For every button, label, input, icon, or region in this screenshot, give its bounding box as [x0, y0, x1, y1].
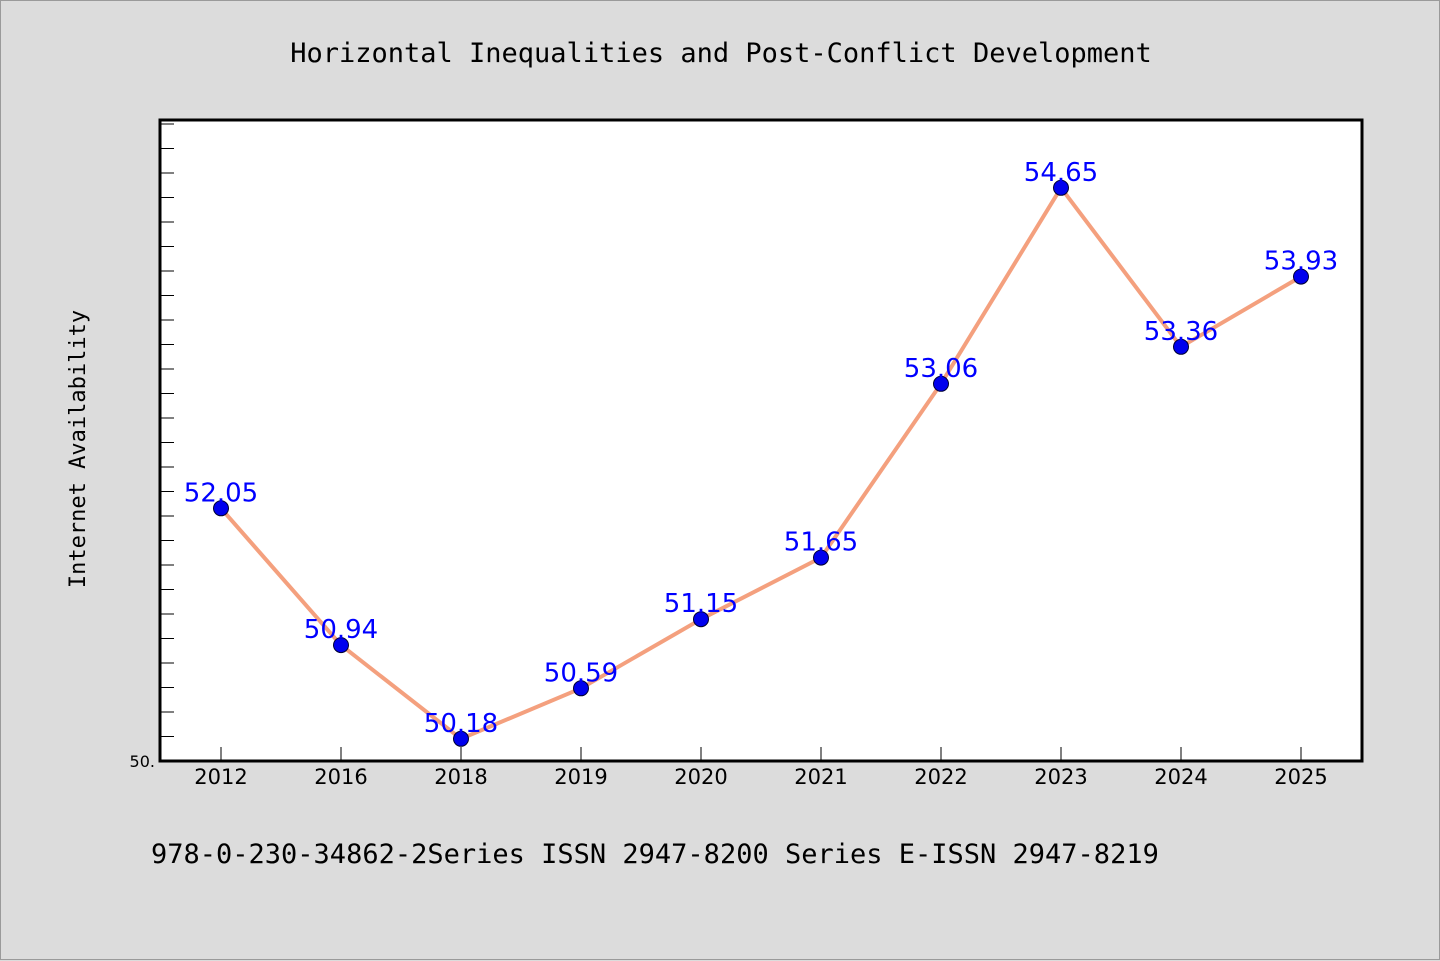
plot-area [158, 118, 1364, 763]
data-label: 53.06 [904, 354, 978, 384]
x-tick-label: 2022 [914, 765, 967, 789]
data-point [453, 730, 469, 747]
data-point [693, 611, 709, 628]
data-point [213, 500, 229, 517]
data-point [1173, 338, 1189, 355]
data-point [1053, 179, 1069, 196]
data-label: 52.05 [184, 478, 258, 508]
data-point [333, 637, 349, 654]
footer-note: 978-0-230-34862-2Series ISSN 2947-8200 S… [151, 839, 1159, 870]
data-points [213, 179, 1309, 747]
x-tick-label: 2018 [434, 765, 487, 789]
x-tick-label: 2024 [1154, 765, 1207, 789]
data-label: 51.15 [664, 589, 738, 619]
data-label: 54.65 [1024, 158, 1098, 188]
series-layer [219, 185, 1303, 741]
data-label: 51.65 [784, 528, 858, 558]
x-tick-label: 2025 [1274, 765, 1327, 789]
data-label: 50.18 [424, 709, 498, 739]
x-tick-label: 2023 [1034, 765, 1087, 789]
y-axis-label: Internet Availability [66, 310, 91, 588]
y-tick-label: 50. [130, 752, 155, 771]
series-line [219, 185, 1303, 741]
x-tick-label: 2019 [554, 765, 607, 789]
data-point [1293, 268, 1309, 285]
data-label: 50.94 [304, 615, 378, 645]
data-point [573, 680, 589, 697]
x-tick-label: 2016 [314, 765, 367, 789]
chart-title: Horizontal Inequalities and Post-Conflic… [290, 38, 1152, 69]
y-axis-ticks [160, 123, 174, 737]
x-tick-label: 2012 [194, 765, 247, 789]
x-tick-label: 2021 [794, 765, 847, 789]
data-labels: 52.05 50.94 50.18 50.59 51.15 51.65 53.06 54.65… [184, 158, 1338, 739]
data-point [813, 549, 829, 566]
x-axis: 2012 2016 2018 2019 2020 2021 2022 2023 2024 2025 [194, 747, 1328, 789]
data-label: 53.93 [1264, 247, 1338, 277]
x-tick-label: 2020 [674, 765, 727, 789]
data-label: 50.59 [544, 658, 618, 688]
data-label: 53.36 [1144, 317, 1218, 347]
data-point [933, 375, 949, 392]
